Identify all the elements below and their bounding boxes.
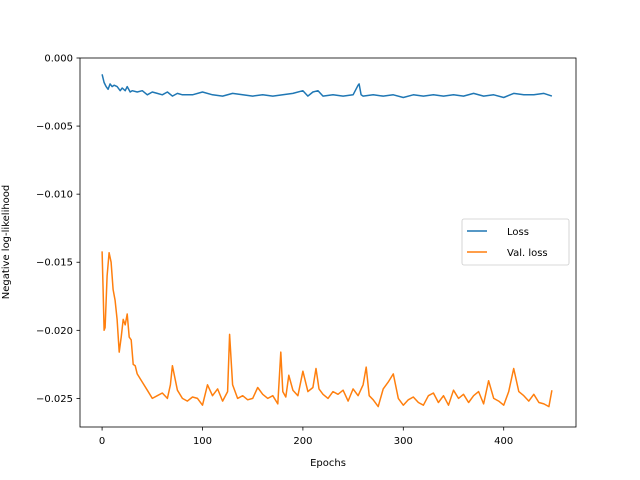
y-tick-label: 0.000	[44, 54, 73, 65]
legend: Loss Val. loss	[461, 218, 570, 266]
x-tick-label: 300	[394, 436, 413, 447]
y-axis-label: Negative log-likelihood	[1, 185, 12, 300]
x-tick-label: 200	[293, 436, 312, 447]
series-line-val-loss	[101, 251, 553, 408]
x-tick-label: 100	[193, 436, 212, 447]
legend-label-val-loss: Val. loss	[507, 248, 548, 259]
x-axis-label: Epochs	[310, 458, 346, 469]
y-tick-label: −0.025	[36, 394, 73, 405]
series-line-loss	[101, 74, 553, 99]
y-axis: 0.000 −0.005 −0.010 −0.015 −0.020 −0.025	[36, 54, 80, 405]
x-tick-label: 0	[99, 436, 105, 447]
y-tick-label: −0.005	[36, 122, 73, 133]
axes-frame	[79, 57, 577, 428]
x-tick-label: 400	[494, 436, 513, 447]
y-tick-label: −0.010	[36, 190, 73, 201]
y-tick-label: −0.020	[36, 326, 73, 337]
series-lines	[101, 74, 553, 408]
y-tick-label: −0.015	[36, 258, 73, 269]
legend-box	[461, 218, 570, 266]
legend-label-loss: Loss	[507, 227, 529, 238]
x-axis: 0 100 200 300 400	[99, 427, 513, 447]
